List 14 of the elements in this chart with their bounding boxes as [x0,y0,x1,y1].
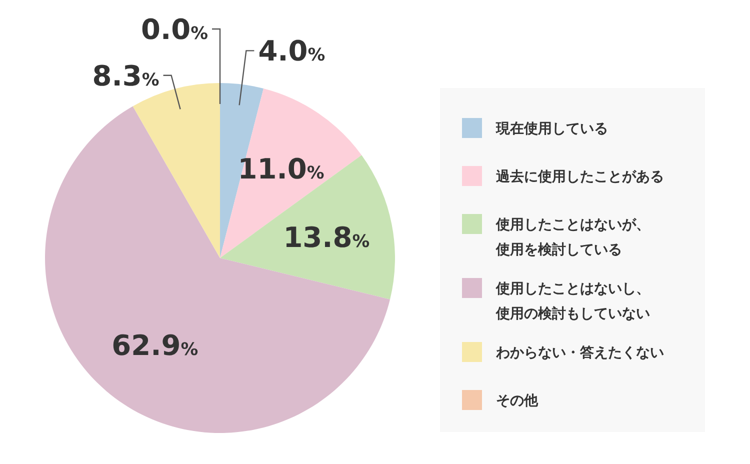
data-label: 11.0% [238,152,324,186]
data-label: 62.9% [112,328,198,362]
data-label: 4.0% [258,34,326,68]
legend-label: わからない・答えたくない [495,345,664,361]
legend-label: 使用したことはないし、使用の検討もしていない [495,281,650,322]
text: 0.0% [140,13,208,46]
legend-label: 使用したことはないが、使用を検討している [495,217,650,258]
data-label: 13.8% [283,221,370,254]
pie-slice [45,106,390,433]
pie-slice [220,155,395,300]
legend-label: 過去に使用したことがある [495,169,664,185]
data-label: 8.3% [92,59,160,92]
legend-label: その他 [496,393,539,409]
legend-label: 現在使用している [495,121,608,137]
